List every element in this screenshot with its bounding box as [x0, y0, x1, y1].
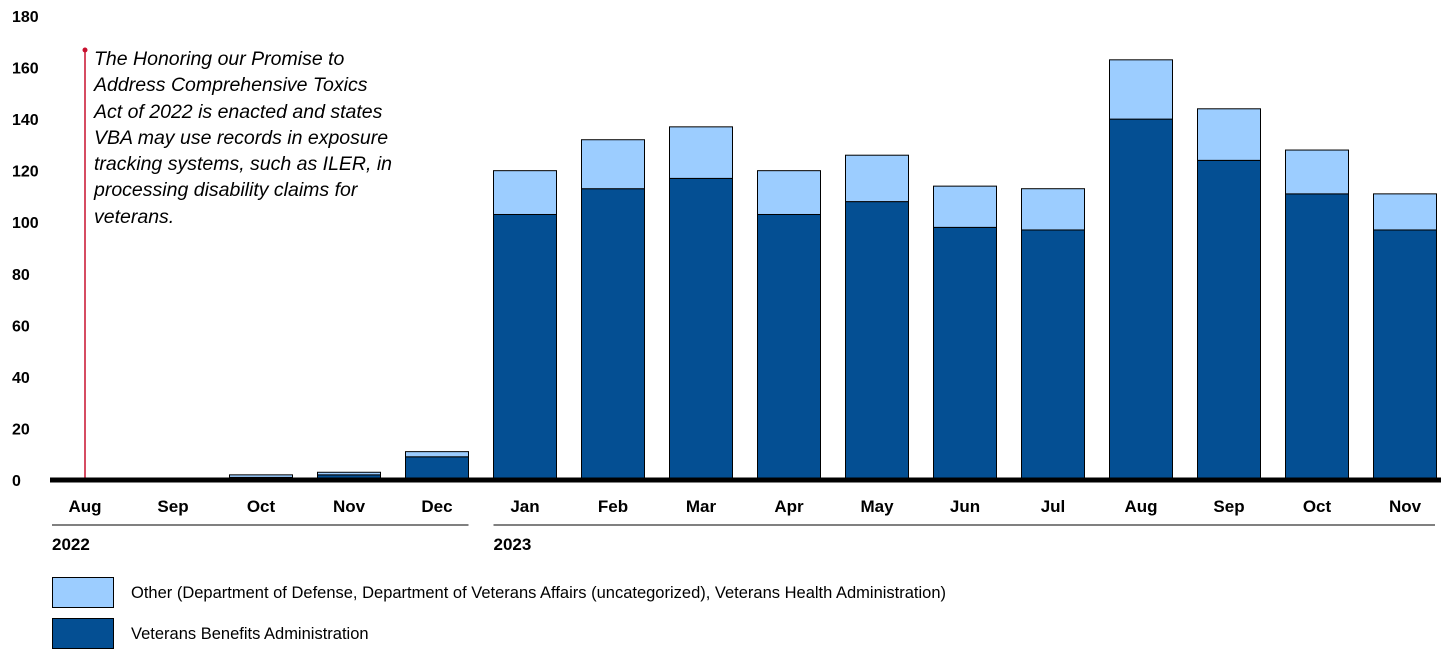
bar-segment-vba [1021, 229, 1085, 481]
y-tick-label: 20 [12, 421, 30, 438]
legend-label-other: Other (Department of Defense, Department… [131, 584, 947, 602]
annotation-marker [82, 47, 88, 53]
x-tick-label: May [860, 497, 894, 516]
x-tick-label: Jun [950, 497, 980, 516]
y-tick-label: 100 [12, 215, 39, 232]
bar-segment-other [1109, 59, 1173, 120]
bar-segment-vba [933, 226, 997, 481]
x-tick-label: Dec [421, 497, 452, 516]
bar-segment-other [757, 170, 821, 215]
x-tick-label: Sep [157, 497, 188, 516]
x-tick-label: Oct [247, 497, 276, 516]
y-tick-label: 80 [12, 267, 30, 284]
bar-segment-vba [845, 201, 909, 481]
y-tick-label: 160 [12, 61, 39, 78]
x-tick-label: Aug [68, 497, 101, 516]
bar-segment-vba [757, 213, 821, 481]
year-label: 2022 [52, 535, 90, 554]
bar-segment-other [845, 154, 909, 203]
bar-segment-vba [1373, 229, 1437, 481]
bar-segment-other [493, 170, 557, 215]
bar-segment-vba [1109, 118, 1173, 481]
bar-segment-vba [1197, 159, 1261, 481]
bar-segment-vba [1285, 193, 1349, 481]
y-tick-label: 180 [12, 9, 39, 26]
bar-segment-other [669, 126, 733, 179]
legend-swatch-other [52, 577, 114, 608]
x-tick-label: Mar [686, 497, 717, 516]
chart-annotation: The Honoring our Promise to Address Comp… [94, 48, 393, 228]
bar-segment-other [581, 139, 645, 190]
year-label: 2023 [494, 535, 532, 554]
x-tick-label: Nov [1389, 497, 1422, 516]
x-tick-label: Nov [333, 497, 366, 516]
y-tick-label: 140 [12, 112, 39, 129]
y-tick-label: 40 [12, 370, 30, 387]
y-tick-label: 120 [12, 164, 39, 181]
x-tick-label: Feb [598, 497, 628, 516]
x-tick-label: Sep [1213, 497, 1244, 516]
bar-segment-other [933, 185, 997, 228]
bar-segment-vba [405, 456, 469, 481]
bar-segment-other [229, 474, 293, 478]
y-tick-label: 0 [12, 473, 21, 490]
legend-label-vba: Veterans Benefits Administration [131, 625, 369, 643]
bar-segment-other [1021, 188, 1085, 231]
bar-segment-other [1285, 149, 1349, 195]
bar-segment-vba [581, 188, 645, 481]
x-tick-label: Oct [1303, 497, 1332, 516]
y-tick-label: 60 [12, 318, 30, 335]
bar-segment-other [405, 451, 469, 458]
bar-segment-vba [493, 213, 557, 481]
bar-segment-vba [669, 177, 733, 481]
bar-segment-other [317, 471, 381, 476]
x-tick-label: Aug [1124, 497, 1157, 516]
x-tick-label: Apr [774, 497, 804, 516]
x-tick-label: Jul [1041, 497, 1066, 516]
bar-segment-other [1373, 193, 1437, 231]
x-tick-label: Jan [510, 497, 539, 516]
legend-swatch-vba [52, 618, 114, 649]
bar-segment-other [1197, 108, 1261, 161]
